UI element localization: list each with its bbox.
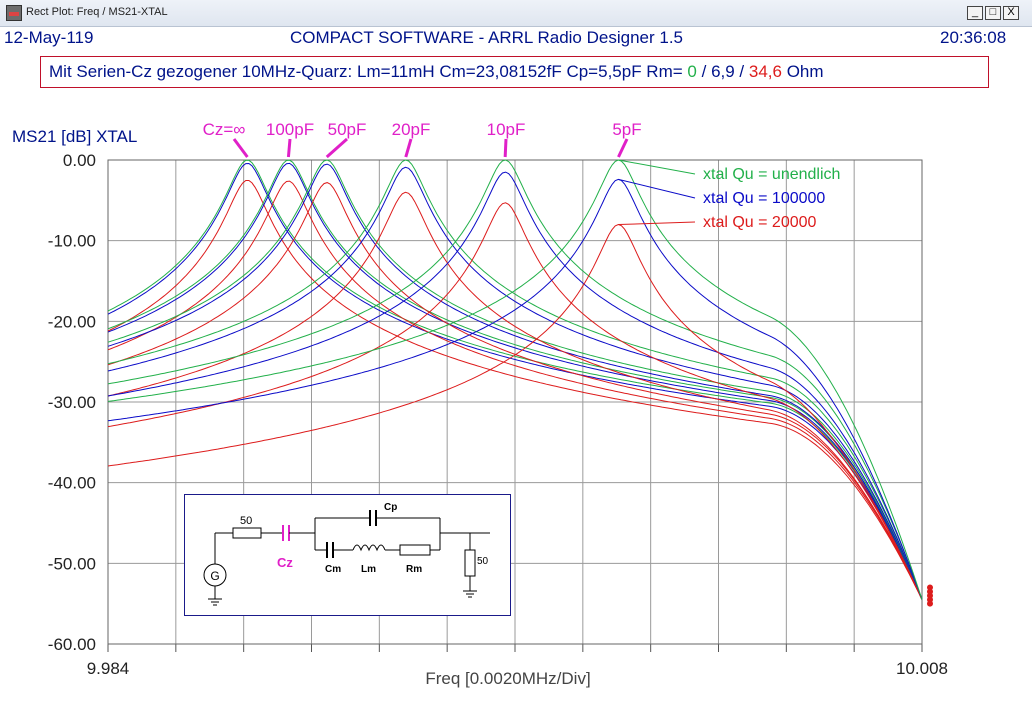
cm-label: Cm <box>325 564 341 575</box>
legend-pointer <box>618 159 696 175</box>
circuit-svg: G 50 Cz Cp Cm Lm Rm 50 <box>203 502 490 606</box>
series-curve-unendlich <box>107 159 923 600</box>
series-curve-20000 <box>107 202 923 600</box>
cz-value-label: 10pF <box>487 120 526 139</box>
series-curve-unendlich <box>107 159 923 600</box>
curves <box>107 159 933 607</box>
header-date: 12-May-119 <box>4 28 94 47</box>
series-curve-20000 <box>107 191 923 600</box>
series-curve-20000 <box>107 223 923 600</box>
series-curve-100000 <box>107 171 923 600</box>
y-tick-label: -40.00 <box>48 474 96 493</box>
r-load-label: 50 <box>477 556 489 567</box>
cz-pointer <box>503 138 508 158</box>
legend-entry: xtal Qu = 20000 <box>703 214 817 231</box>
y-tick-label: -20.00 <box>48 312 96 331</box>
lm-label: Lm <box>361 564 376 575</box>
legend-entry: xtal Qu = 100000 <box>703 190 825 207</box>
cz-value-label: 100pF <box>266 120 314 139</box>
chart-svg: 0.00 -10.00 -20.00 -30.00 -40.00 -50.00 -60.00… <box>12 120 948 688</box>
info-box: Mit Serien-Cz gezogener 10MHz-Quarz: Lm=… <box>40 56 989 88</box>
cz-label: Cz <box>277 555 293 570</box>
cz-value-label: 20pF <box>392 120 431 139</box>
series-curve-20000 <box>107 180 923 600</box>
window-title: Rect Plot: Freq / MS21-XTAL <box>26 6 168 18</box>
header-time: 20:36:08 <box>940 28 1007 47</box>
r-source-label: 50 <box>240 515 252 527</box>
window-titlebar: Rect Plot: Freq / MS21-XTAL _ □ X <box>0 0 1032 27</box>
series-curve-100000 <box>107 162 923 600</box>
x-tick-label: 10.008 <box>896 659 948 678</box>
y-tick-label: -10.00 <box>48 232 96 251</box>
cz-pointer <box>325 137 348 159</box>
cz-pointer <box>286 138 292 158</box>
cz-pointer <box>617 138 629 158</box>
x-axis-label: Freq [0.0020MHz/Div] <box>425 669 590 688</box>
end-marker <box>927 600 933 607</box>
header-app-name: COMPACT SOFTWARE - ARRL Radio Designer 1… <box>290 28 683 47</box>
series-curve-unendlich <box>107 159 923 600</box>
plot-frame <box>107 159 923 645</box>
rm-blue-value: 6,9 <box>711 62 735 81</box>
series-curve-100000 <box>107 178 923 600</box>
generator-label: G <box>210 569 219 583</box>
rm-red-value: 34,6 <box>748 62 782 81</box>
rm-label: Rm <box>406 564 422 575</box>
series-curve-20000 <box>107 180 923 600</box>
legend-entry: xtal Qu = unendlich <box>703 166 840 183</box>
info-text: Mit Serien-Cz gezogener 10MHz-Quarz: Lm=… <box>49 62 683 81</box>
app-icon[interactable] <box>6 5 22 21</box>
series-curve-unendlich <box>107 159 923 600</box>
maximize-button[interactable]: □ <box>985 6 1001 20</box>
info-sep-1: / <box>696 62 712 81</box>
series-curve-unendlich <box>107 159 923 600</box>
series-curve-100000 <box>107 163 923 600</box>
cz-value-label: 50pF <box>328 120 367 139</box>
legend-pointer <box>618 221 696 226</box>
minimize-button[interactable]: _ <box>967 6 983 20</box>
cz-value-label: Cz=∞ <box>203 120 246 139</box>
y-tick-label: -50.00 <box>48 554 96 573</box>
y-tick-label: -60.00 <box>48 635 96 654</box>
close-button[interactable]: X <box>1003 6 1019 20</box>
info-unit: Ohm <box>781 62 824 81</box>
circuit-diagram: G 50 Cz Cp Cm Lm Rm 50 <box>184 494 511 616</box>
labels: 0.00 -10.00 -20.00 -30.00 -40.00 -50.00 -60.00… <box>12 120 948 688</box>
y-axis-label: MS21 [dB] XTAL <box>12 127 137 146</box>
legend-pointer <box>618 178 696 199</box>
rm-green-value: 0 <box>687 62 697 81</box>
cp-label: Cp <box>384 502 397 513</box>
cz-pointer <box>404 138 413 158</box>
info-sep-2: / <box>734 62 749 81</box>
y-tick-label: -30.00 <box>48 393 96 412</box>
x-tick-label: 9.984 <box>87 659 130 678</box>
grid <box>107 159 923 652</box>
cz-value-label: 5pF <box>612 120 641 139</box>
cz-pointer <box>232 138 249 158</box>
series-curve-unendlich <box>107 159 923 600</box>
y-tick-label: 0.00 <box>63 151 96 170</box>
